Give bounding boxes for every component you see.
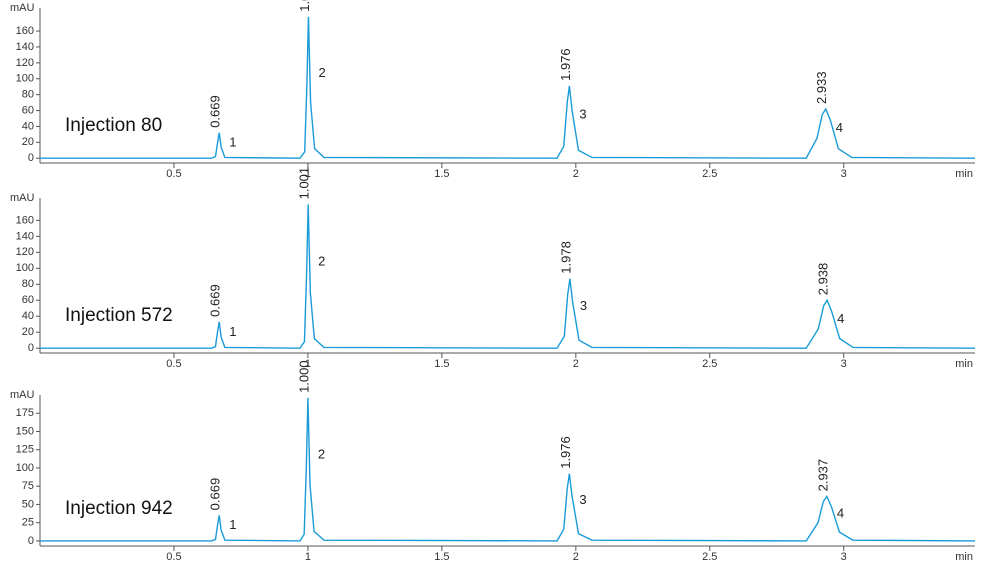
injection-label: Injection 80 bbox=[65, 115, 162, 136]
peak-number: 2 bbox=[318, 253, 325, 268]
retention-time: 1.978 bbox=[558, 241, 573, 274]
peak-number: 2 bbox=[318, 447, 325, 462]
retention-time: 0.669 bbox=[208, 478, 223, 511]
y-tick-label: 150 bbox=[16, 425, 34, 437]
y-tick-label: 175 bbox=[16, 407, 34, 419]
peak-number: 4 bbox=[837, 506, 844, 521]
peak-number: 3 bbox=[579, 106, 586, 121]
retention-time: 1.001 bbox=[297, 167, 312, 200]
x-tick-label: 0.5 bbox=[166, 358, 181, 370]
x-tick-label: 3 bbox=[841, 168, 847, 180]
peak-number: 1 bbox=[229, 517, 236, 532]
x-tick-label: 2.5 bbox=[702, 551, 717, 563]
trace bbox=[40, 397, 976, 542]
peak-number: 4 bbox=[837, 311, 844, 326]
peak-number: 1 bbox=[229, 134, 236, 149]
peak-number: 4 bbox=[836, 120, 843, 135]
y-tick-label: 120 bbox=[16, 246, 34, 258]
retention-time: 1.976 bbox=[558, 436, 573, 469]
retention-time: 2.938 bbox=[816, 263, 831, 296]
y-tick-label: 0 bbox=[28, 342, 34, 354]
x-tick-label: 2 bbox=[573, 551, 579, 563]
x-axis-label: min bbox=[955, 551, 973, 563]
retention-time: 1.976 bbox=[558, 48, 573, 81]
x-tick-label: 1 bbox=[305, 551, 311, 563]
y-tick-label: 40 bbox=[22, 120, 34, 132]
retention-time: 1.002 bbox=[297, 0, 312, 12]
y-tick-label: 120 bbox=[16, 57, 34, 69]
retention-time: 2.937 bbox=[815, 459, 830, 492]
y-tick-label: 100 bbox=[16, 462, 34, 474]
y-tick-label: 20 bbox=[22, 136, 34, 148]
x-tick-label: 0.5 bbox=[166, 168, 181, 180]
y-tick-label: 100 bbox=[16, 262, 34, 274]
y-tick-label: 50 bbox=[22, 498, 34, 510]
x-tick-label: 1.5 bbox=[434, 168, 449, 180]
x-tick-label: 1 bbox=[305, 168, 311, 180]
y-tick-label: 80 bbox=[22, 278, 34, 290]
y-tick-label: 75 bbox=[22, 480, 34, 492]
x-axis-label: min bbox=[955, 168, 973, 180]
x-tick-label: 2 bbox=[573, 358, 579, 370]
peak-number: 2 bbox=[318, 65, 325, 80]
peak-number: 3 bbox=[579, 492, 586, 507]
y-tick-label: 60 bbox=[22, 104, 34, 116]
x-tick-label: 1.5 bbox=[434, 551, 449, 563]
y-tick-label: 100 bbox=[16, 73, 34, 85]
y-tick-label: 25 bbox=[22, 517, 34, 529]
y-tick-label: 140 bbox=[16, 41, 34, 53]
x-tick-label: 1.5 bbox=[434, 358, 449, 370]
injection-label: Injection 942 bbox=[65, 498, 173, 519]
x-axis-label: min bbox=[955, 358, 973, 370]
x-tick-label: 1 bbox=[305, 358, 311, 370]
y-tick-label: 0 bbox=[28, 152, 34, 164]
y-tick-label: 0 bbox=[28, 535, 34, 547]
y-tick-label: 80 bbox=[22, 89, 34, 101]
retention-time: 1.000 bbox=[296, 360, 311, 393]
y-tick-label: 20 bbox=[22, 326, 34, 338]
y-axis-label: mAU bbox=[10, 2, 35, 14]
y-tick-label: 160 bbox=[16, 25, 34, 37]
x-tick-label: 2.5 bbox=[702, 358, 717, 370]
x-tick-label: 0.5 bbox=[166, 551, 181, 563]
y-tick-label: 125 bbox=[16, 444, 34, 456]
y-axis-label: mAU bbox=[10, 389, 35, 401]
trace bbox=[40, 204, 976, 349]
trace bbox=[40, 16, 976, 159]
injection-label: Injection 572 bbox=[65, 305, 173, 326]
y-tick-label: 40 bbox=[22, 310, 34, 322]
peak-number: 1 bbox=[229, 324, 236, 339]
retention-time: 2.933 bbox=[814, 71, 829, 104]
x-tick-label: 2.5 bbox=[702, 168, 717, 180]
x-tick-label: 3 bbox=[841, 358, 847, 370]
retention-time: 0.669 bbox=[208, 95, 223, 128]
y-tick-label: 140 bbox=[16, 230, 34, 242]
y-tick-label: 60 bbox=[22, 294, 34, 306]
y-axis-label: mAU bbox=[10, 192, 35, 204]
retention-time: 0.669 bbox=[208, 284, 223, 317]
peak-number: 3 bbox=[580, 298, 587, 313]
x-tick-label: 2 bbox=[573, 168, 579, 180]
x-tick-label: 3 bbox=[841, 551, 847, 563]
y-tick-label: 160 bbox=[16, 214, 34, 226]
